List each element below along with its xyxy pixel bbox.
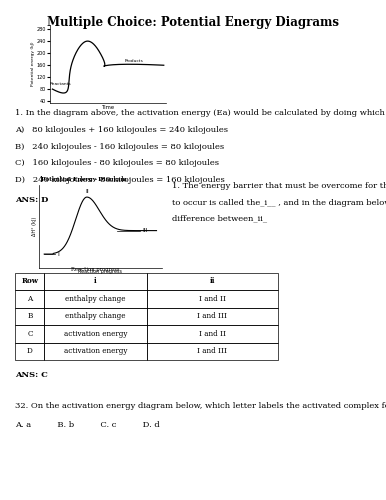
Bar bbox=[44, 325, 147, 342]
Text: Reaction progress: Reaction progress bbox=[71, 266, 120, 272]
Text: A)   80 kilojoules + 160 kilojoules = 240 kilojoules: A) 80 kilojoules + 160 kilojoules = 240 … bbox=[15, 126, 229, 134]
Text: I: I bbox=[58, 252, 59, 256]
Text: III: III bbox=[142, 228, 147, 233]
Text: C)   160 kilojoules - 80 kilojoules = 80 kilojoules: C) 160 kilojoules - 80 kilojoules = 80 k… bbox=[15, 160, 219, 168]
X-axis label: Reaction progress: Reaction progress bbox=[78, 269, 122, 274]
Text: 1. The energy barrier that must be overcome for the forward reaction: 1. The energy barrier that must be overc… bbox=[172, 182, 386, 190]
Text: activation energy: activation energy bbox=[64, 330, 127, 338]
Y-axis label: ΔH° (kJ): ΔH° (kJ) bbox=[32, 216, 37, 236]
Text: I and II: I and II bbox=[199, 330, 226, 338]
Text: activation energy: activation energy bbox=[64, 347, 127, 355]
Bar bbox=[147, 342, 278, 360]
Bar bbox=[15, 308, 44, 325]
Text: enthalpy change: enthalpy change bbox=[65, 294, 126, 302]
Bar bbox=[147, 290, 278, 308]
Text: C: C bbox=[27, 330, 33, 338]
Text: Potential Energy Diagram: Potential Energy Diagram bbox=[41, 178, 126, 182]
Bar bbox=[147, 325, 278, 342]
Text: Products: Products bbox=[124, 58, 143, 62]
Bar bbox=[44, 342, 147, 360]
Bar bbox=[15, 272, 44, 290]
Bar bbox=[15, 290, 44, 308]
Text: ii: ii bbox=[210, 277, 215, 285]
Bar bbox=[147, 308, 278, 325]
Text: I and II: I and II bbox=[199, 294, 226, 302]
Text: A: A bbox=[27, 294, 32, 302]
Text: Reactants: Reactants bbox=[50, 82, 71, 86]
Text: I and III: I and III bbox=[197, 312, 227, 320]
Text: enthalpy change: enthalpy change bbox=[65, 312, 126, 320]
Bar bbox=[15, 342, 44, 360]
X-axis label: Time: Time bbox=[102, 106, 115, 110]
Text: ANS: C: ANS: C bbox=[15, 371, 48, 379]
Text: B: B bbox=[27, 312, 32, 320]
Text: to occur is called the_i__ , and in the diagram below, it is the: to occur is called the_i__ , and in the … bbox=[172, 199, 386, 207]
Text: 1. In the diagram above, the activation energy (Ea) would be calculated by doing: 1. In the diagram above, the activation … bbox=[15, 109, 386, 117]
Text: Multiple Choice: Potential Energy Diagrams: Multiple Choice: Potential Energy Diagra… bbox=[47, 16, 339, 29]
Bar bbox=[44, 290, 147, 308]
Bar bbox=[147, 272, 278, 290]
Text: i: i bbox=[94, 277, 97, 285]
Text: ANS: D: ANS: D bbox=[15, 196, 49, 203]
Y-axis label: Potential energy (kJ): Potential energy (kJ) bbox=[31, 42, 35, 86]
Bar bbox=[44, 272, 147, 290]
Text: D)   240 kilojoules - 80 kilojoules = 160 kilojoules: D) 240 kilojoules - 80 kilojoules = 160 … bbox=[15, 176, 225, 184]
Text: 32. On the activation energy diagram below, which letter labels the activated co: 32. On the activation energy diagram bel… bbox=[15, 402, 386, 410]
Bar bbox=[44, 308, 147, 325]
Text: D: D bbox=[27, 347, 33, 355]
Text: difference between_ii_: difference between_ii_ bbox=[172, 214, 267, 222]
Text: A. a          B. b          C. c          D. d: A. a B. b C. c D. d bbox=[15, 422, 160, 430]
Text: II: II bbox=[85, 190, 89, 194]
Text: I and III: I and III bbox=[197, 347, 227, 355]
Bar bbox=[15, 325, 44, 342]
Text: B)   240 kilojoules - 160 kilojoules = 80 kilojoules: B) 240 kilojoules - 160 kilojoules = 80 … bbox=[15, 143, 225, 151]
Text: Row: Row bbox=[21, 277, 38, 285]
